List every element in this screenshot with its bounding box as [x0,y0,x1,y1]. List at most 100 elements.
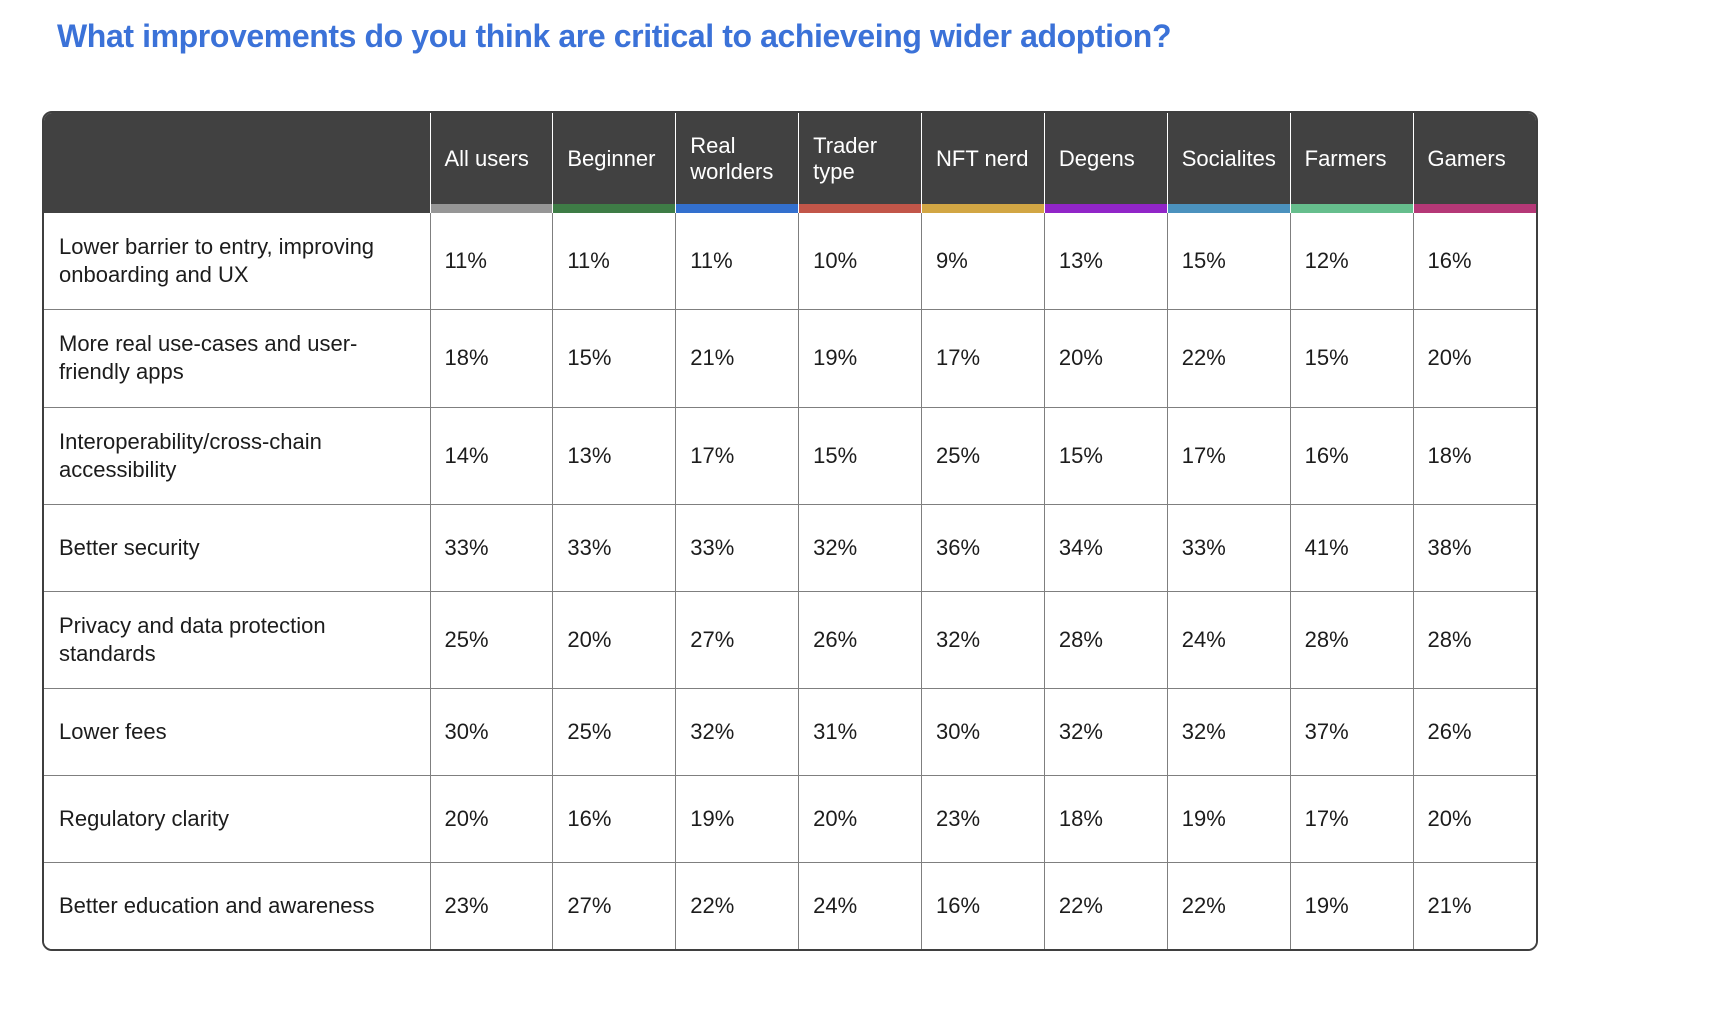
value-cell: 19% [1167,775,1291,863]
table-row: Better security 33% 33% 33% 32% 36% 34% 33% 41% 3… [44,503,1536,592]
row-label: More real use-cases and user-friendly ap… [44,309,431,408]
value-cell: 38% [1413,503,1536,592]
table-row: Lower fees 30% 25% 32% 31% 30% 32% 32% 37% 26% [44,688,1536,776]
table-header: All users Beginner Real worlders Trader typ… [44,113,1536,213]
value-cell: 16% [552,775,677,863]
value-cell: 13% [1044,213,1168,310]
value-cell: 33% [1167,503,1291,592]
row-label: Privacy and data protection standards [44,590,431,689]
value-cell: 25% [921,406,1045,505]
value-cell: 16% [1413,213,1536,310]
value-cell: 11% [552,213,677,310]
value-cell: 18% [1044,775,1168,863]
survey-table-container: All users Beginner Real worlders Trader typ… [42,111,1538,952]
column-color-underline [430,204,553,213]
row-label: Lower barrier to entry, improving onboar… [44,213,431,310]
value-cell: 21% [1413,862,1536,950]
value-cell: 13% [552,406,677,505]
column-color-underline [676,204,799,213]
value-cell: 17% [1290,775,1414,863]
column-header: Trader type [798,113,922,213]
value-cell: 33% [675,503,800,592]
value-cell: 30% [921,688,1045,776]
value-cell: 26% [1413,688,1536,776]
value-cell: 16% [1290,406,1414,505]
value-cell: 23% [921,775,1045,863]
value-cell: 19% [1290,862,1414,950]
row-label: Better education and awareness [44,862,431,950]
value-cell: 15% [552,309,677,408]
value-cell: 28% [1413,590,1536,689]
value-cell: 33% [552,503,677,592]
value-cell: 36% [921,503,1045,592]
value-cell: 41% [1290,503,1414,592]
value-cell: 30% [430,688,554,776]
column-color-underline [1413,204,1536,213]
column-header-label: Trader type [813,133,878,184]
value-cell: 17% [921,309,1045,408]
column-header-label: All users [444,146,529,171]
value-cell: 19% [675,775,800,863]
column-color-underline [799,204,921,213]
column-color-underline [922,204,1044,213]
value-cell: 20% [798,775,922,863]
value-cell: 23% [430,862,554,950]
column-header: Socialites [1167,113,1291,213]
value-cell: 22% [675,862,800,950]
value-cell: 20% [430,775,554,863]
value-cell: 32% [1167,688,1291,776]
value-cell: 22% [1167,862,1291,950]
table-row: Privacy and data protection standards 25%… [44,590,1536,689]
value-cell: 32% [1044,688,1168,776]
value-cell: 32% [675,688,800,776]
value-cell: 18% [1413,406,1536,505]
value-cell: 11% [430,213,554,310]
value-cell: 26% [798,590,922,689]
table-row: Interoperability/cross-chain accessibili… [44,406,1536,505]
value-cell: 37% [1290,688,1414,776]
column-header: Degens [1044,113,1168,213]
value-cell: 32% [921,590,1045,689]
column-header-label: Socialites [1181,146,1276,171]
value-cell: 14% [430,406,554,505]
table-row: More real use-cases and user-friendly ap… [44,309,1536,408]
header-row: All users Beginner Real worlders Trader typ… [44,113,1536,213]
value-cell: 19% [798,309,922,408]
value-cell: 16% [921,862,1045,950]
value-cell: 28% [1290,590,1414,689]
value-cell: 17% [1167,406,1291,505]
column-header-label: Gamers [1427,146,1506,171]
value-cell: 31% [798,688,922,776]
row-label: Better security [44,503,431,592]
value-cell: 27% [675,590,800,689]
column-color-underline [1044,204,1167,213]
column-header: Beginner [552,113,677,213]
value-cell: 20% [1044,309,1168,408]
column-header: All users [430,113,554,213]
value-cell: 22% [1167,309,1291,408]
value-cell: 25% [552,688,677,776]
value-cell: 22% [1044,862,1168,950]
table-body: Lower barrier to entry, improving onboar… [44,213,1536,950]
column-color-underline [553,204,676,213]
value-cell: 25% [430,590,554,689]
column-color-underline [1290,204,1413,213]
value-cell: 33% [430,503,554,592]
value-cell: 10% [798,213,922,310]
row-label: Regulatory clarity [44,775,431,863]
value-cell: 24% [1167,590,1291,689]
value-cell: 34% [1044,503,1168,592]
value-cell: 28% [1044,590,1168,689]
column-header-label: Beginner [567,146,656,171]
table-row: Better education and awareness 23% 27% 22% 2… [44,862,1536,950]
column-header-label: Farmers [1304,146,1387,171]
value-cell: 27% [552,862,677,950]
table-row: Lower barrier to entry, improving onboar… [44,213,1536,310]
value-cell: 15% [1290,309,1414,408]
value-cell: 15% [1167,213,1291,310]
column-header-label: Degens [1058,146,1135,171]
value-cell: 20% [552,590,677,689]
value-cell: 15% [1044,406,1168,505]
corner-cell [44,113,431,213]
value-cell: 9% [921,213,1045,310]
